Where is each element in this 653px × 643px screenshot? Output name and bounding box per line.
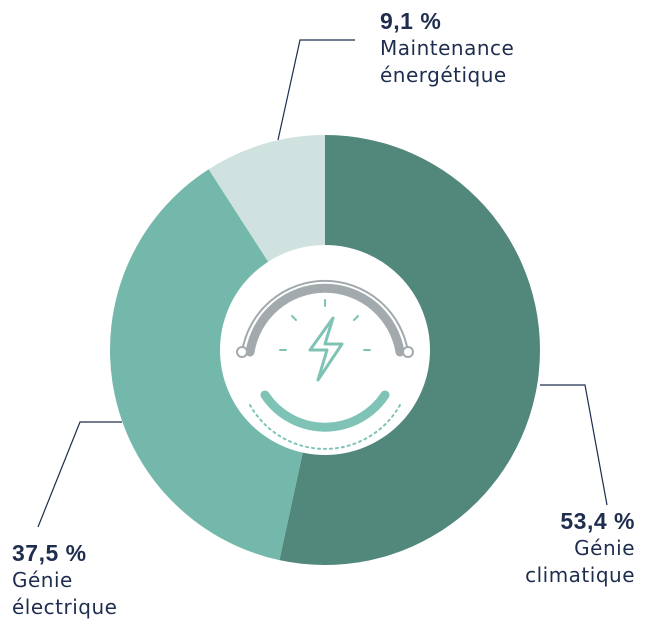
label-climatique: 53,4 % Génie climatique	[505, 508, 635, 589]
energy-icon	[236, 279, 414, 450]
value-label: 9,1 %	[380, 8, 442, 34]
label-electrique: 37,5 % Génie électrique	[12, 540, 132, 621]
value-label: 53,4 %	[560, 508, 635, 534]
category-label: Génie électrique	[12, 568, 118, 619]
label-maintenance: 9,1 % Maintenance énergétique	[380, 8, 540, 89]
leader-lines	[37, 39, 608, 528]
category-label: Génie climatique	[525, 536, 635, 587]
value-label: 37,5 %	[12, 540, 87, 566]
category-label: Maintenance énergétique	[380, 36, 515, 87]
